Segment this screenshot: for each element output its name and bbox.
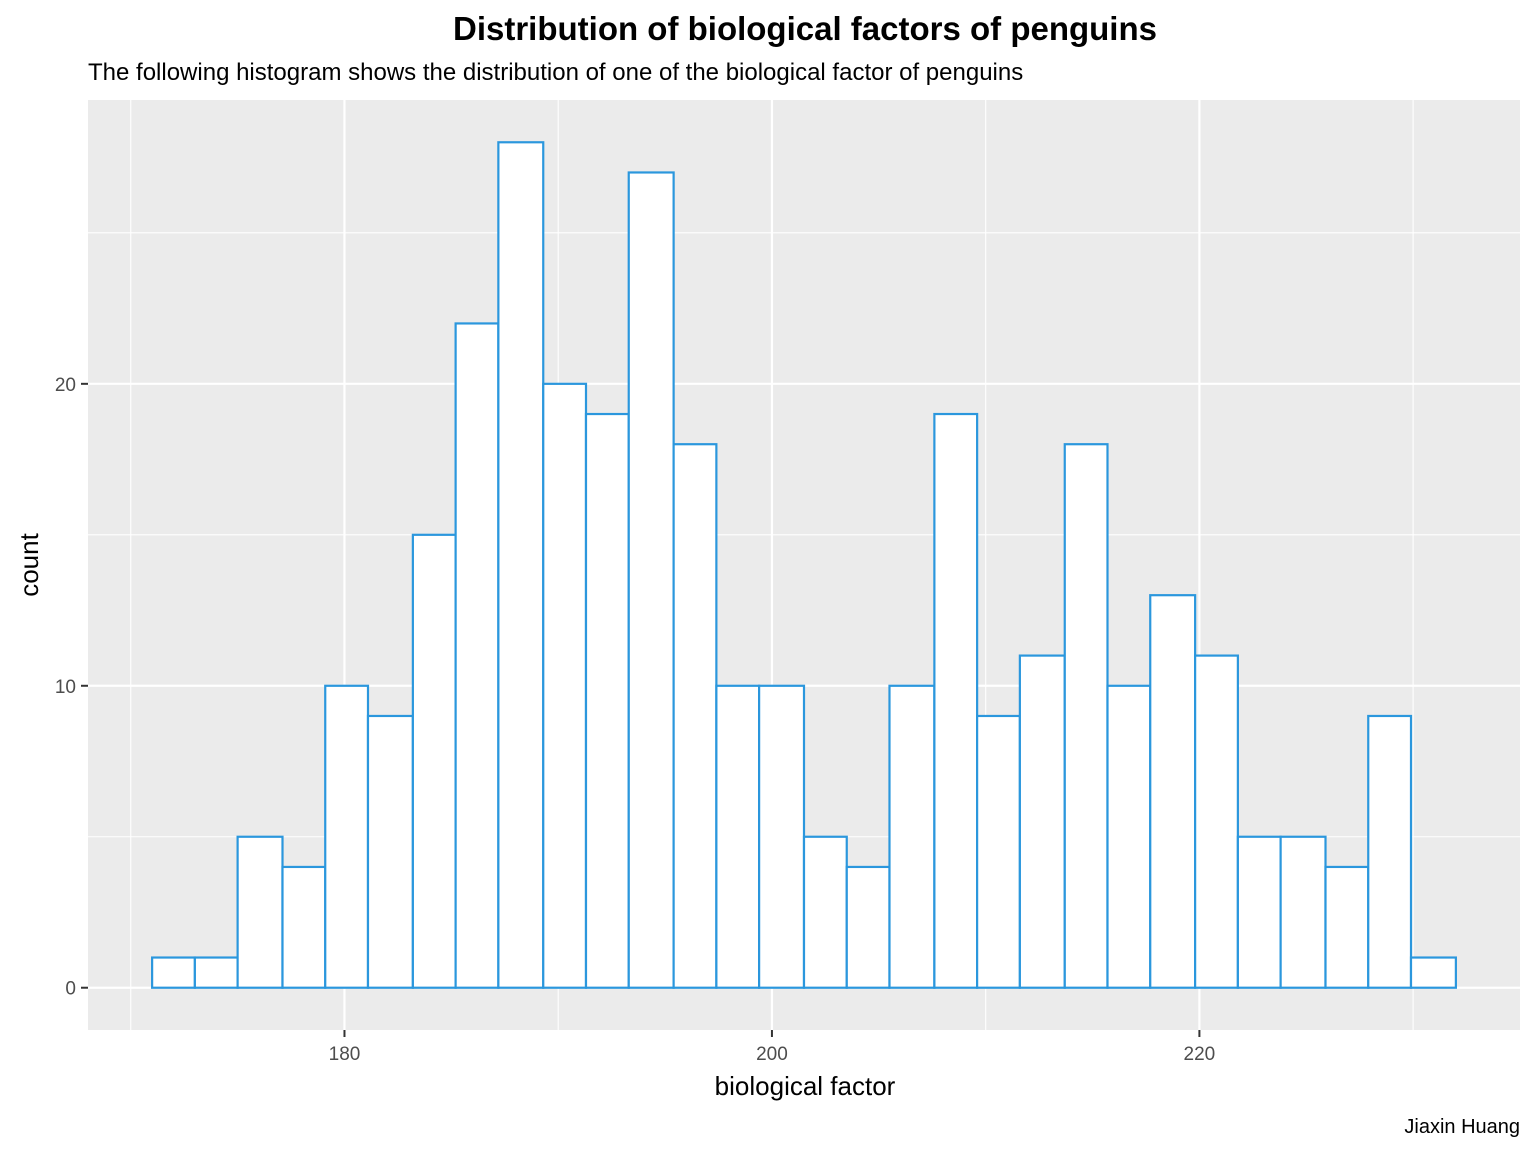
histogram-bar — [1149, 594, 1197, 989]
histogram-bar — [1236, 835, 1282, 989]
histogram-bar — [802, 835, 848, 989]
histogram-bar — [542, 382, 588, 989]
histogram-bar — [1106, 684, 1152, 989]
histogram-bar — [193, 956, 239, 989]
histogram-bar — [1063, 443, 1109, 989]
histogram-bar — [584, 412, 630, 989]
histogram-bar — [888, 684, 936, 989]
x-tick-label: 220 — [1184, 1044, 1216, 1065]
histogram-bar — [1018, 654, 1066, 989]
histogram-bar — [672, 443, 718, 989]
histogram-bar — [758, 684, 806, 989]
y-axis-title: count — [14, 532, 44, 596]
histogram-bar — [236, 835, 284, 989]
histogram-bar — [715, 684, 761, 989]
histogram-bar — [324, 684, 370, 989]
histogram-bar — [976, 714, 1021, 989]
chart-caption: Jiaxin Huang — [1404, 1116, 1520, 1138]
histogram-bar — [411, 533, 457, 989]
histogram-bar — [933, 412, 979, 989]
histogram-bars — [151, 141, 1457, 989]
histogram-bar — [497, 141, 545, 989]
y-tick-label: 0 — [65, 979, 76, 1000]
histogram-bar — [281, 865, 327, 989]
histogram-bar — [1194, 654, 1239, 989]
x-tick-label: 200 — [756, 1044, 788, 1065]
y-tick-label: 10 — [55, 677, 76, 698]
histogram-bar — [1324, 865, 1370, 989]
histogram-bar — [845, 865, 891, 989]
y-tick-label: 20 — [55, 375, 76, 396]
chart-title: Distribution of biological factors of pe… — [453, 10, 1157, 47]
histogram-bar — [1279, 835, 1327, 989]
x-axis-title: biological factor — [715, 1071, 896, 1101]
x-tick-label: 180 — [329, 1044, 361, 1065]
histogram-bar — [627, 171, 675, 989]
histogram-bar — [151, 956, 196, 989]
histogram-bar — [1367, 714, 1413, 989]
axis-ticks: 180 200 220 0 10 20 — [55, 375, 1215, 1065]
chart-subtitle: The following histogram shows the distri… — [88, 59, 1023, 86]
histogram-bar — [454, 322, 500, 989]
histogram-bar — [366, 714, 414, 989]
histogram-bar — [1409, 956, 1457, 989]
